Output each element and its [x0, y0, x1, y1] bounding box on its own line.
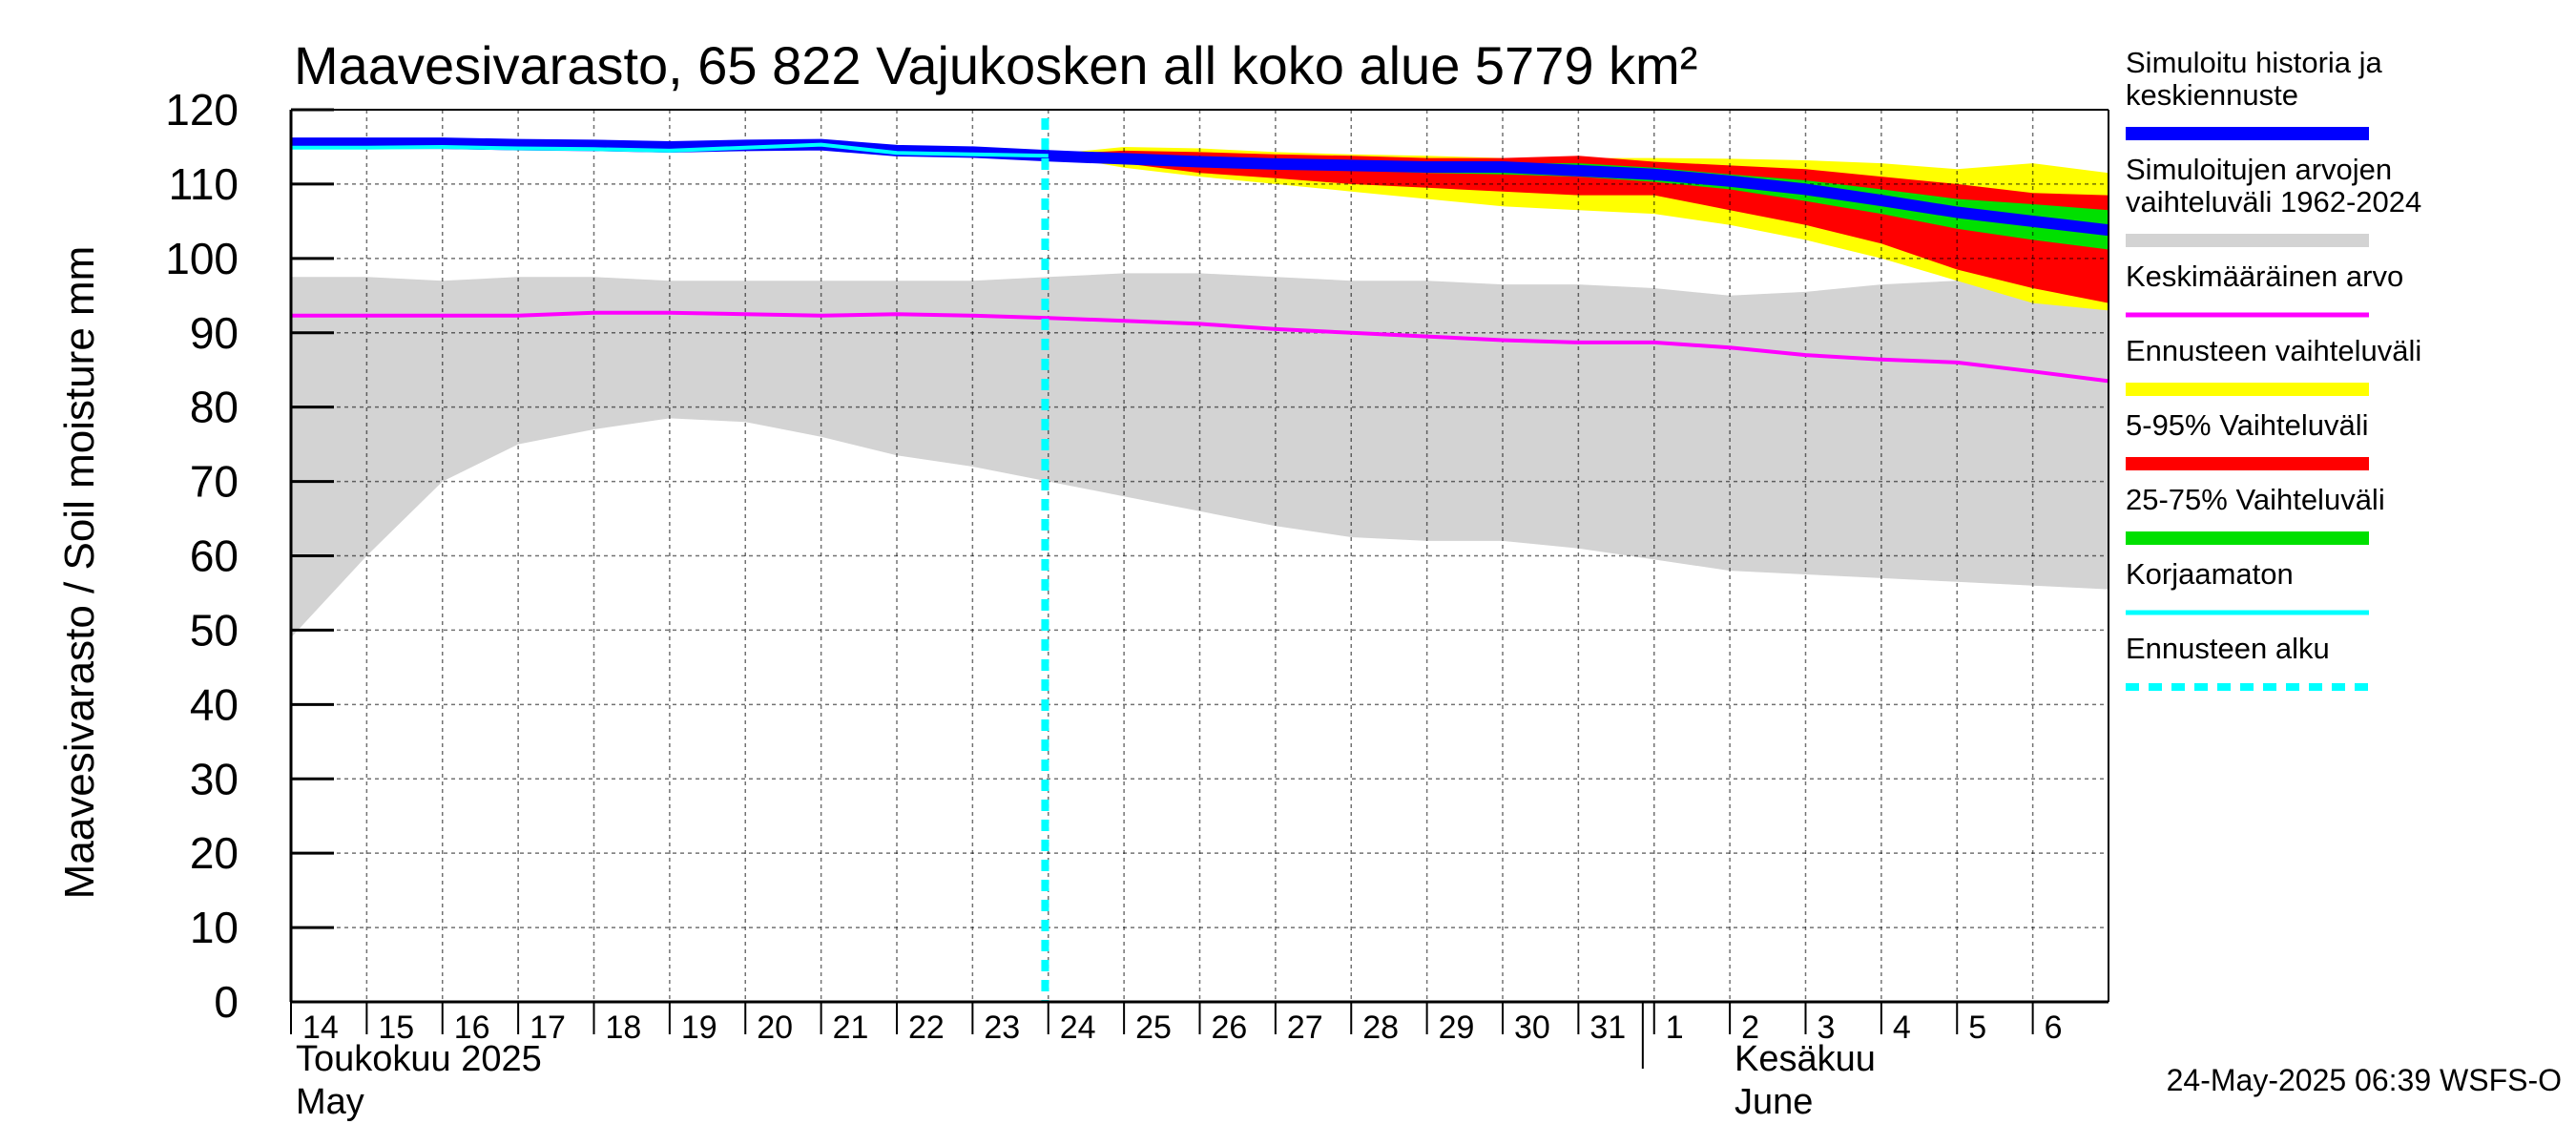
y-tick-label: 70 [190, 457, 239, 507]
x-tick-label: 1 [1666, 1010, 1684, 1046]
y-tick-label: 20 [190, 828, 239, 878]
x-tick-label: 30 [1514, 1010, 1550, 1046]
x-tick-label: 16 [454, 1010, 490, 1046]
legend-label: Simuloitujen arvojen [2126, 153, 2392, 186]
month-label-june-fi: Kesäkuu [1735, 1039, 1876, 1079]
chart-title: Maavesivarasto, 65 822 Vajukosken all ko… [294, 35, 1697, 95]
legend-label: Keskimääräinen arvo [2126, 260, 2403, 293]
x-tick-label: 24 [1060, 1010, 1096, 1046]
x-tick-label: 28 [1362, 1010, 1399, 1046]
legend-label: 25-75% Vaihteluväli [2126, 483, 2385, 516]
x-tick-label: 2 [1741, 1010, 1759, 1046]
plot-grid [291, 110, 2109, 1002]
x-tick-label: 19 [681, 1010, 717, 1046]
x-tick-label: 5 [1968, 1010, 1986, 1046]
x-tick-label: 29 [1439, 1010, 1475, 1046]
y-tick-label: 80 [190, 383, 239, 432]
x-tick-label: 23 [984, 1010, 1020, 1046]
y-tick-label: 110 [169, 159, 239, 209]
month-label-may-fi: Toukokuu 2025 [296, 1039, 542, 1079]
x-tick-label: 31 [1589, 1010, 1626, 1046]
y-tick-label: 40 [190, 679, 239, 729]
y-tick-label: 10 [190, 903, 239, 952]
x-tick-label: 21 [833, 1010, 869, 1046]
y-tick-label: 90 [190, 308, 239, 358]
x-tick-label: 22 [908, 1010, 945, 1046]
y-tick-label: 120 [165, 85, 239, 135]
legend-label: 5-95% Vaihteluväli [2126, 408, 2368, 442]
y-tick-label: 100 [165, 234, 239, 283]
month-label-june-en: June [1735, 1082, 1813, 1122]
x-tick-label: 26 [1212, 1010, 1248, 1046]
legend-label: Ennusteen vaihteluväli [2126, 334, 2421, 367]
legend-label: Ennusteen alku [2126, 632, 2330, 665]
x-tick-label: 27 [1287, 1010, 1323, 1046]
month-label-may-en: May [296, 1082, 364, 1122]
y-tick-label: 50 [190, 605, 239, 655]
legend-label: vaihteluväli 1962-2024 [2126, 185, 2421, 219]
legend-label: keskiennuste [2126, 78, 2298, 112]
series-line-korjaamaton [291, 142, 1049, 158]
timestamp-label: 24-May-2025 06:39 WSFS-O [2167, 1063, 2562, 1097]
legend-label: Simuloitu historia ja [2126, 46, 2383, 79]
y-tick-label: 60 [190, 531, 239, 581]
y-tick-label: 30 [190, 754, 239, 803]
x-tick-label: 25 [1135, 1010, 1172, 1046]
x-axis-ticks: 14 15 16 17 18 19 20 21 22 23 24 25 26 27 28 29 30 31 1 2 3 4… [290, 1002, 2063, 1069]
x-tick-label: 4 [1893, 1010, 1911, 1046]
y-tick-label: 0 [214, 977, 239, 1027]
x-tick-label: 6 [2045, 1010, 2063, 1046]
y-axis-ticks: 0 10 20 30 40 50 60 70 80 90 100 110 120 [165, 85, 334, 1027]
x-tick-label: 18 [606, 1010, 642, 1046]
x-tick-label: 3 [1818, 1010, 1836, 1046]
x-tick-label: 17 [530, 1010, 566, 1046]
x-tick-label: 15 [378, 1010, 414, 1046]
series-line-simuloitu-historia-ja-keskiennuste [291, 137, 2109, 237]
x-tick-label: 14 [302, 1010, 339, 1046]
legend-label: Korjaamaton [2126, 557, 2294, 591]
x-tick-label: 20 [757, 1010, 793, 1046]
y-axis-label: Maavesivarasto / Soil moisture mm [56, 246, 103, 900]
series-line-keskim-r-inen-arvo [291, 310, 2109, 384]
plot-lines [291, 118, 2109, 1002]
